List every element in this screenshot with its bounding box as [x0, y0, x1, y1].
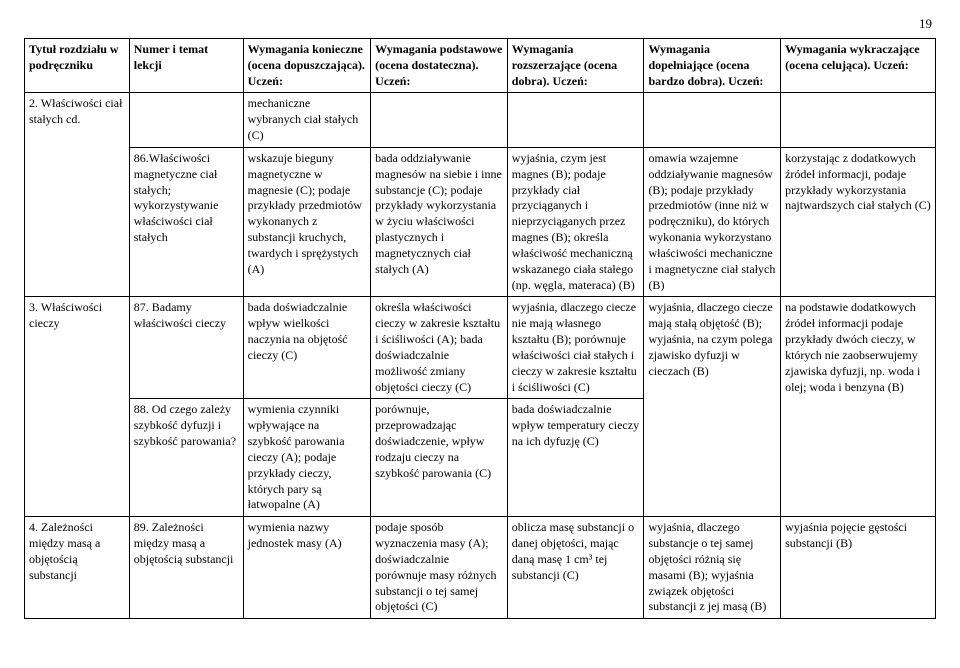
lesson-cell: 88. Od czego zależy szybkość dyfuzji i s…: [129, 399, 243, 517]
chapter-title-cell: 3. Właściwości cieczy: [25, 297, 130, 399]
req-cell: omawia wzajemne oddziaływanie magnesów (…: [644, 147, 781, 296]
table-row: 3. Właściwości cieczy 87. Badamy właściw…: [25, 297, 936, 399]
lesson-cell: 87. Badamy właściwości cieczy: [129, 297, 243, 399]
col-header: Wymagania dopełniające (ocena bardzo dob…: [644, 39, 781, 93]
req-cell: wymienia czynniki wpływające na szybkość…: [243, 399, 371, 517]
table-row: 2. Właściwości ciał stałych cd. mechanic…: [25, 93, 936, 147]
req-cell: [781, 399, 936, 517]
req-cell: [644, 93, 781, 147]
req-cell: oblicza masę substancji o danej objętośc…: [507, 517, 644, 619]
page-number: 19: [24, 16, 936, 32]
curriculum-table: Tytuł rozdziału w podręczniku Numer i te…: [24, 38, 936, 619]
req-cell: wyjaśnia, dlaczego ciecze mają stałą obj…: [644, 297, 781, 399]
req-cell: [644, 399, 781, 517]
lesson-cell: [129, 93, 243, 147]
req-cell: na podstawie dodatkowych źródeł informac…: [781, 297, 936, 399]
chapter-title-cell: [25, 399, 130, 517]
req-cell: wymienia nazwy jednostek masy (A): [243, 517, 371, 619]
req-cell: [371, 93, 508, 147]
req-cell: wyjaśnia, dlaczego substancje o tej same…: [644, 517, 781, 619]
table-row: 4. Zależności między masą a objętością s…: [25, 517, 936, 619]
col-header: Wymagania wykraczające (ocena celująca).…: [781, 39, 936, 93]
col-header: Wymagania podstawowe (ocena dostateczna)…: [371, 39, 508, 93]
chapter-title-cell: 4. Zależności między masą a objętością s…: [25, 517, 130, 619]
req-cell: wskazuje bieguny magnetyczne w magnesie …: [243, 147, 371, 296]
req-cell: porównuje, przeprowadzając doświadczenie…: [371, 399, 508, 517]
col-header: Numer i temat lekcji: [129, 39, 243, 93]
req-cell: bada doświadczalnie wpływ temperatury ci…: [507, 399, 644, 517]
req-cell: [507, 93, 644, 147]
req-cell: wyjaśnia pojęcie gęstości substancji (B): [781, 517, 936, 619]
table-row: 88. Od czego zależy szybkość dyfuzji i s…: [25, 399, 936, 517]
table-row: 86.Właściwości magnetyczne ciał stałych;…: [25, 147, 936, 296]
req-cell: bada oddziaływanie magnesów na siebie i …: [371, 147, 508, 296]
req-cell: mechaniczne wybranych ciał stałych (C): [243, 93, 371, 147]
req-cell: wyjaśnia, dlaczego ciecze nie mają własn…: [507, 297, 644, 399]
table-header-row: Tytuł rozdziału w podręczniku Numer i te…: [25, 39, 936, 93]
col-header: Wymagania rozszerzające (ocena dobra). U…: [507, 39, 644, 93]
req-cell: podaje sposób wyznaczenia masy (A); dośw…: [371, 517, 508, 619]
req-cell: wyjaśnia, czym jest magnes (B); podaje p…: [507, 147, 644, 296]
req-cell: korzystając z dodatkowych źródeł informa…: [781, 147, 936, 296]
req-cell: określa właściwości cieczy w zakresie ks…: [371, 297, 508, 399]
req-cell: [781, 93, 936, 147]
chapter-title-cell: [25, 147, 130, 296]
chapter-title-cell: 2. Właściwości ciał stałych cd.: [25, 93, 130, 147]
lesson-cell: 86.Właściwości magnetyczne ciał stałych;…: [129, 147, 243, 296]
col-header: Tytuł rozdziału w podręczniku: [25, 39, 130, 93]
req-cell: bada doświadczalnie wpływ wielkości nacz…: [243, 297, 371, 399]
lesson-cell: 89. Zależności między masą a objętością …: [129, 517, 243, 619]
col-header: Wymagania konieczne (ocena dopuszczająca…: [243, 39, 371, 93]
